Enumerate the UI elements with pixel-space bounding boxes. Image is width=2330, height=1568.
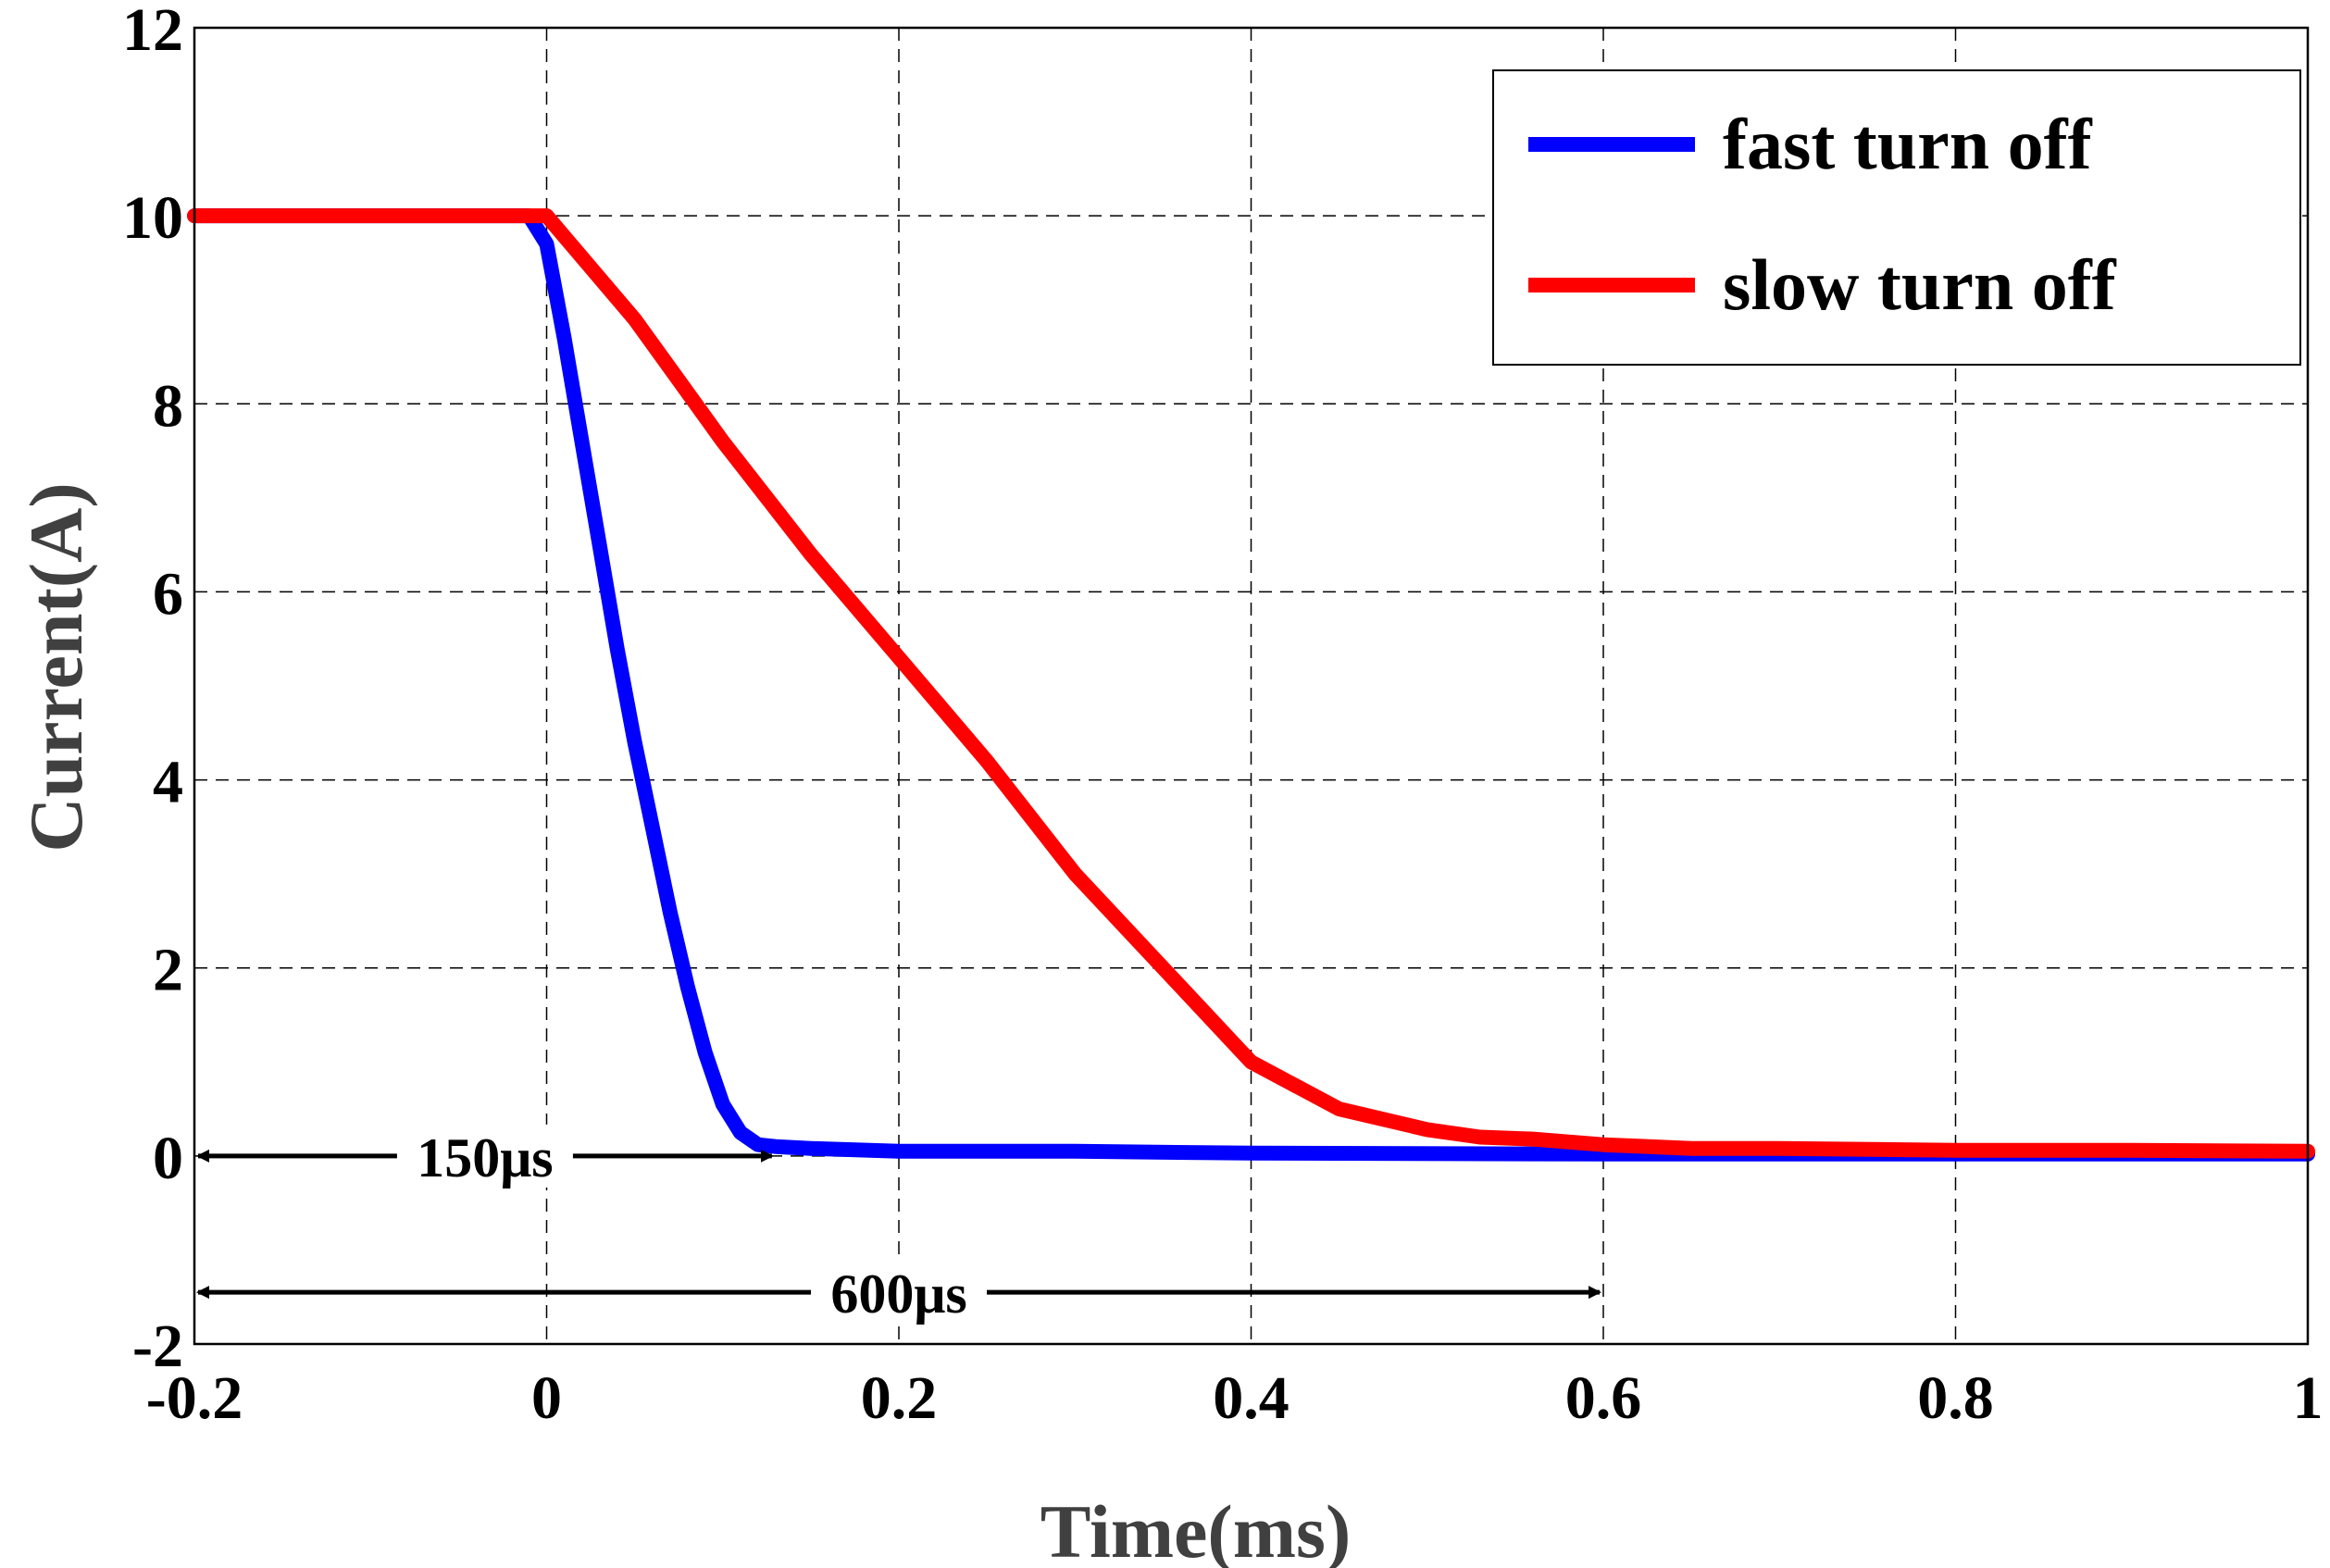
x-tick-label: 0.4 (1213, 1364, 1290, 1432)
series-group (187, 208, 2315, 1162)
duration-label: 150μs (417, 1127, 553, 1188)
duration-label-background (811, 1261, 987, 1325)
y-tick-label: 12 (122, 0, 183, 64)
legend: fast turn off slow turn off (1492, 69, 2301, 366)
x-tick-label: 1 (2293, 1364, 2324, 1432)
y-tick-label: 6 (153, 560, 183, 628)
series-line-slow-turn-off (187, 208, 2315, 1159)
x-tick-label: 0.2 (861, 1364, 938, 1432)
x-tick-label: 0 (531, 1364, 562, 1432)
y-tick-label: -2 (132, 1313, 183, 1380)
x-tick-label: -0.2 (146, 1364, 243, 1432)
legend-box (1492, 69, 2301, 366)
y-tick-label: 10 (122, 184, 183, 252)
duration-label-background (396, 1124, 573, 1188)
x-axis-title: Time(ms) (1040, 1489, 1352, 1568)
y-tick-label: 4 (153, 749, 183, 816)
x-tick-label: 0.8 (1917, 1364, 1994, 1432)
axis-ticks: -0.2 0 0.2 0.4 0.6 0.8 1 -2 0 2 4 6 8 10 12 (122, 0, 2324, 1432)
y-axis-title: Current(A) (14, 482, 98, 852)
legend-label: fast turn off (1723, 104, 2093, 184)
y-tick-label: 2 (153, 937, 183, 1004)
duration-label: 600μs (830, 1263, 966, 1325)
y-tick-label: 8 (153, 372, 183, 440)
annotations: 150μs 600μs (196, 1124, 1601, 1325)
y-tick-label: 0 (153, 1125, 183, 1192)
plot-frame (193, 26, 2310, 1346)
legend-label: slow turn off (1723, 244, 2117, 325)
x-tick-label: 0.6 (1565, 1364, 1642, 1432)
